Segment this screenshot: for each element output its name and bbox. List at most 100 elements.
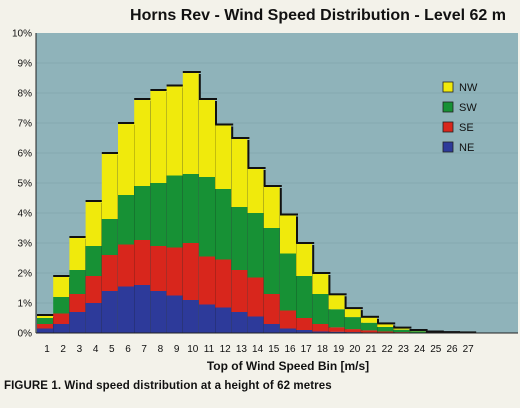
bar-segment-sw-12 (215, 189, 232, 260)
x-axis-ticks: 1 2 3 4 5 6 7 8 9 10 11 12 13 14 15 16 17 18 19 20 21 22 23 24 2… (44, 344, 474, 355)
bar-segment-se-1 (37, 324, 53, 329)
bar-segment-sw-24 (409, 331, 426, 333)
bar-segment-sw-22 (377, 327, 394, 332)
bar-segment-nw-23 (393, 327, 410, 330)
bar-segment-ne-7 (134, 285, 151, 333)
bar-segment-se-15 (263, 294, 280, 324)
y-tick-label: 10% (12, 29, 32, 40)
legend-swatch-ne (442, 141, 454, 153)
bar-top-edge (231, 137, 250, 139)
bar-segment-nw-10 (182, 72, 199, 174)
bar-segment-ne-18 (312, 331, 329, 333)
bar-segment-sw-10 (182, 174, 199, 243)
bar-segment-nw-1 (37, 315, 53, 318)
bar-segment-nw-15 (263, 186, 280, 228)
x-tick-label: 26 (446, 344, 458, 355)
bar-segment-ne-16 (280, 328, 296, 333)
bar-segment-se-20 (344, 329, 361, 333)
bar-top-edge (134, 98, 153, 100)
x-tick-label: 12 (220, 344, 232, 355)
x-tick-label: 25 (430, 344, 442, 355)
x-tick-label: 24 (414, 344, 426, 355)
bar-top-edge (85, 200, 104, 202)
bar-segment-se-3 (69, 294, 86, 312)
bar-segment-ne-11 (199, 304, 215, 333)
bars (37, 71, 477, 334)
bar-segment-ne-13 (231, 312, 248, 333)
bar-top-edge (118, 122, 136, 124)
bar-segment-sw-20 (344, 317, 361, 330)
bar-segment-ne-12 (215, 307, 232, 333)
bar-segment-nw-14 (247, 168, 264, 213)
bar-top-edge (344, 307, 363, 310)
y-axis-ticks: 0% 1% 2% 3% 4% 5% 6% 7% 8% 9% 10% (12, 29, 32, 340)
bar-segment-ne-4 (85, 303, 102, 333)
legend-label-sw: SW (459, 102, 477, 114)
bar-segment-sw-2 (53, 297, 70, 314)
bar-top-edge (150, 89, 169, 91)
bar-segment-nw-11 (199, 99, 215, 177)
bar-top-edge (361, 315, 379, 318)
legend-swatch-nw (442, 81, 454, 93)
bar-top-edge (37, 314, 55, 316)
bar-segment-sw-18 (312, 294, 329, 324)
bar-segment-ne-5 (101, 291, 118, 333)
bar-segment-se-18 (312, 324, 329, 332)
y-tick-label: 3% (18, 239, 33, 250)
bar-segment-se-17 (296, 318, 313, 330)
bar-segment-se-23 (393, 332, 410, 333)
y-tick-label: 4% (18, 209, 33, 220)
bar-segment-nw-8 (150, 90, 167, 183)
bar-top-edge (393, 326, 412, 329)
bar-segment-sw-5 (101, 219, 118, 255)
bar-segment-sw-15 (263, 228, 280, 294)
bar-top-edge (182, 71, 201, 73)
bar-segment-se-16 (280, 310, 296, 329)
x-tick-label: 23 (398, 344, 410, 355)
x-tick-label: 17 (301, 344, 313, 355)
legend: NW SW SE NE (442, 81, 478, 154)
x-tick-label: 18 (317, 344, 329, 355)
bar-top-edge (53, 275, 72, 277)
bar-top-edge (69, 236, 88, 238)
bar-segment-se-7 (134, 240, 151, 285)
bar-segment-nw-16 (280, 214, 296, 254)
bar-segment-sw-11 (199, 177, 215, 257)
chart-title: Horns Rev - Wind Speed Distribution - Le… (130, 7, 506, 24)
bar-segment-sw-4 (85, 246, 102, 276)
bar-segment-ne-14 (247, 316, 264, 333)
bar-segment-ne-6 (118, 286, 134, 333)
bar-segment-ne-10 (182, 300, 199, 333)
bar-segment-ne-1 (37, 328, 53, 333)
y-tick-label: 8% (18, 89, 33, 100)
bar-segment-sw-1 (37, 318, 53, 324)
legend-label-nw: NW (459, 82, 478, 94)
bar-top-edge (247, 167, 266, 169)
bar-segment-se-13 (231, 270, 248, 312)
bar-segment-ne-9 (166, 295, 183, 333)
bar-top-edge (263, 185, 282, 187)
bar-segment-nw-7 (134, 99, 151, 186)
bar-top-edge (442, 331, 460, 334)
bar-segment-nw-13 (231, 138, 248, 207)
bar-segment-sw-14 (247, 213, 264, 278)
bar-top-edge (166, 84, 185, 87)
bar-segment-nw-3 (69, 237, 86, 270)
bar-top-edge (280, 213, 298, 216)
bar-segment-ne-8 (150, 291, 167, 333)
bar-segment-sw-21 (361, 322, 377, 331)
bar-top-edge (458, 331, 477, 334)
x-tick-label: 21 (365, 344, 377, 355)
x-tick-label: 10 (187, 344, 199, 355)
bar-segment-sw-13 (231, 207, 248, 270)
bar-segment-se-8 (150, 246, 167, 291)
y-tick-label: 5% (18, 179, 33, 190)
x-tick-label: 22 (382, 344, 394, 355)
bar-segment-se-6 (118, 244, 134, 287)
y-tick-label: 9% (18, 59, 33, 70)
bar-segment-sw-3 (69, 270, 86, 294)
bar-segment-nw-18 (312, 273, 329, 294)
bar-segment-nw-21 (361, 316, 377, 323)
legend-label-se: SE (459, 122, 474, 134)
